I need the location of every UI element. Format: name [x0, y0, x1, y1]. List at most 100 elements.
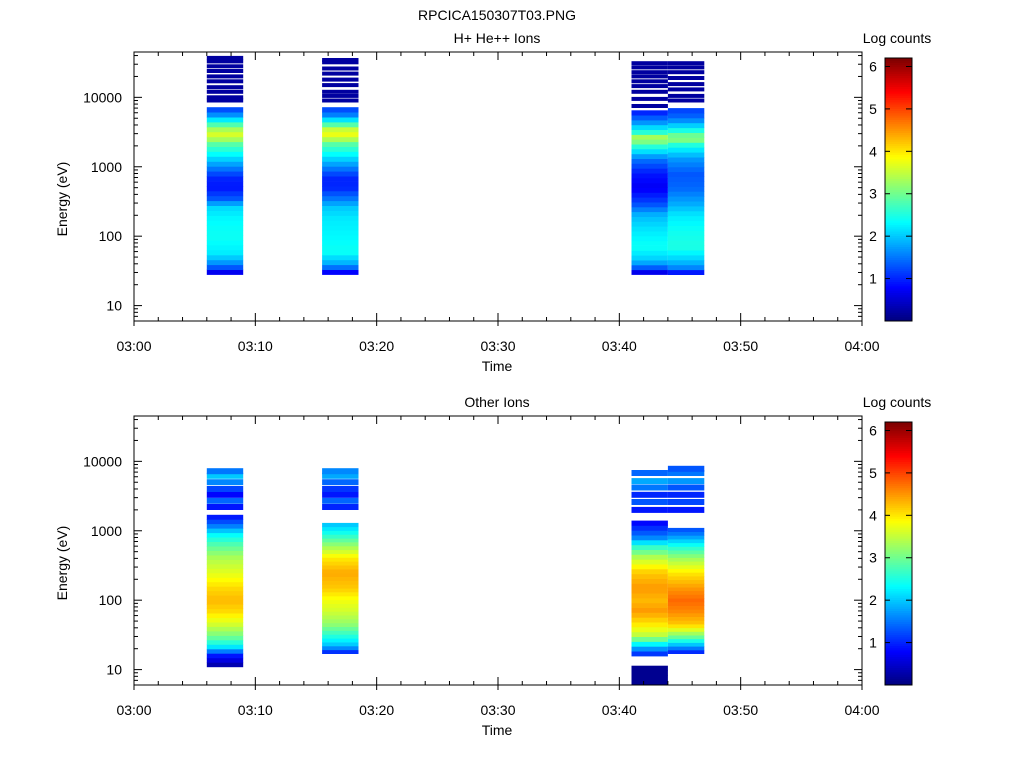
spectrogram-cell: [206, 662, 244, 668]
colorbar-segment: [885, 571, 912, 574]
colorbar-segment: [885, 163, 912, 166]
spectrogram-cell: [322, 171, 359, 177]
colorbar-segment: [885, 424, 912, 427]
spectrogram-cell: [631, 670, 668, 676]
colorbar-segment: [885, 235, 912, 239]
x-tick-label: 03:40: [602, 338, 637, 354]
colorbar-segment: [885, 584, 912, 587]
spectrogram-cell: [206, 468, 244, 475]
spectrogram-cell: [322, 77, 359, 82]
colorbar-segment: [885, 71, 912, 74]
spectrogram-cell: [206, 523, 244, 529]
colorbar-segment: [885, 525, 912, 528]
spectrogram-cell: [631, 573, 668, 579]
colorbar-segment: [885, 518, 912, 522]
colorbar-segment: [885, 193, 912, 197]
spectrogram-cell: [322, 195, 359, 202]
spectrogram-cell: [667, 132, 705, 138]
spectrogram-cell: [206, 590, 244, 596]
colorbar-segment: [885, 301, 912, 304]
spectrogram-cell: [667, 587, 705, 592]
colorbar-tick-label: 5: [869, 101, 877, 117]
spectrogram-cell: [631, 627, 668, 633]
colorbar-segment: [885, 296, 912, 300]
spectrogram-cell: [631, 61, 668, 66]
spectrogram-cell: [631, 260, 668, 266]
spectrogram-cell: [667, 162, 705, 168]
colorbar-segment: [885, 597, 912, 601]
y-tick-label: 10000: [83, 89, 122, 105]
colorbar-segment: [885, 93, 912, 96]
figure-title: RPCICA150307T03.PNG: [418, 7, 576, 23]
colorbar-segment: [885, 277, 912, 280]
spectrogram-cell: [206, 519, 244, 525]
spectrogram-cell: [206, 581, 244, 587]
spectrogram-cell: [667, 127, 705, 133]
colorbar-segment: [885, 535, 912, 539]
spectrogram-cell: [631, 665, 668, 671]
spectrogram-cell: [322, 497, 359, 504]
x-tick-label: 03:50: [723, 338, 758, 354]
colorbar-segment: [885, 242, 912, 245]
colorbar-segment: [885, 544, 912, 548]
colorbar-segment: [885, 533, 912, 537]
spectrogram-cell: [631, 578, 668, 584]
spectrogram-cell: [206, 220, 244, 226]
spectrogram-cell: [631, 478, 668, 485]
spectrogram-cell: [667, 113, 705, 119]
spectrogram-cell: [667, 620, 705, 625]
spectrogram-cell: [322, 549, 359, 554]
colorbar-segment: [885, 505, 912, 508]
spectrogram-cell: [667, 568, 705, 573]
colorbar-tick-label: 2: [869, 228, 877, 244]
spectrogram-cell: [631, 554, 668, 560]
colorbar-segment: [885, 174, 912, 177]
colorbar-segment: [885, 555, 912, 559]
colorbar-segment: [885, 264, 912, 267]
colorbar-segment: [885, 564, 912, 568]
spectrogram-cell: [631, 499, 668, 505]
colorbar-segment: [885, 305, 912, 309]
x-axis-label: Time: [482, 358, 513, 374]
spectrogram-cell: [322, 264, 359, 270]
panel-title: Other Ions: [464, 394, 529, 410]
spectrogram-cell: [322, 522, 359, 528]
spectrogram-cell: [206, 181, 244, 187]
colorbar-segment: [885, 106, 912, 109]
spectrogram-cell: [631, 491, 668, 498]
colorbar-segment: [885, 654, 912, 658]
colorbar-segment: [885, 257, 912, 261]
spectrogram-cell: [667, 250, 705, 256]
colorbar: 1 2 3 4 5 6: [869, 57, 913, 322]
colorbar-segment: [885, 180, 912, 184]
colorbar-segment: [885, 610, 912, 614]
y-axis-label: Energy (eV): [54, 162, 70, 237]
spectrogram-cell: [631, 559, 668, 565]
spectrogram-cell: [631, 182, 668, 188]
spectrogram-cell: [322, 619, 359, 624]
spectrogram-cell: [322, 649, 359, 654]
spectrogram-cell: [631, 622, 668, 628]
spectrogram-cell: [322, 538, 359, 543]
colorbar-segment: [885, 592, 912, 596]
colorbar-segment: [885, 562, 912, 565]
spectrogram-cell: [322, 615, 359, 620]
spectrogram-cell: [206, 112, 244, 118]
colorbar-segment: [885, 457, 912, 460]
spectrogram-cell: [322, 83, 359, 88]
spectrogram-cell: [631, 530, 668, 536]
spectrogram-cell: [631, 617, 668, 623]
spectrogram-cell: [631, 211, 668, 217]
colorbar-segment: [885, 143, 912, 147]
spectrogram-cell: [631, 173, 668, 179]
spectrogram-cell: [667, 590, 705, 595]
y-tick-label: 100: [99, 592, 123, 608]
panel-h-he-ions: H+ He++ Ions Log counts 10 100 1000 10000 0…: [54, 30, 931, 374]
spectrogram-cell: [667, 583, 705, 588]
spectrogram-cell: [206, 161, 244, 167]
spectrogram-cell: [206, 586, 244, 592]
spectrogram-cell: [206, 626, 244, 632]
colorbar-segment: [885, 283, 912, 287]
colorbar-segment: [885, 459, 912, 462]
colorbar-segment: [885, 132, 912, 136]
